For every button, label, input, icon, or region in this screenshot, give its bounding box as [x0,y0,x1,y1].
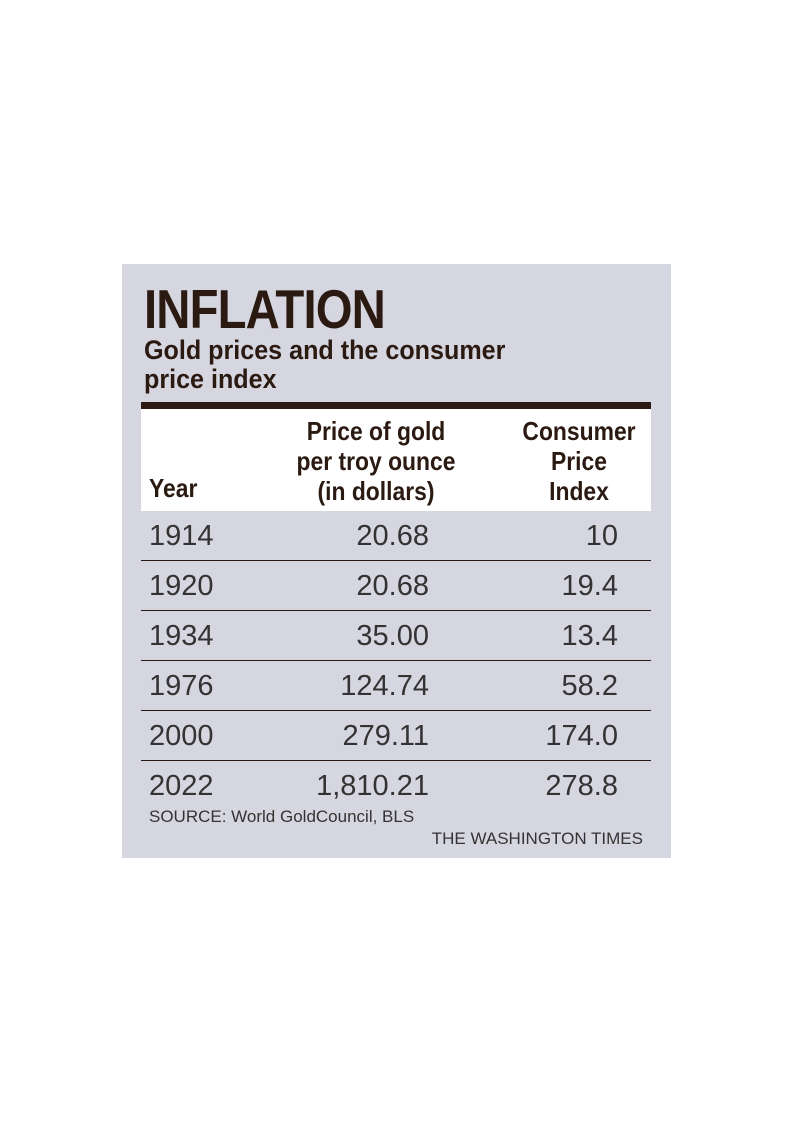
table-row: 1934 35.00 13.4 [141,611,651,661]
column-header-year: Year [149,473,198,503]
cpi-cell: 278.8 [545,770,618,802]
table-row: 1914 20.68 10 [141,511,651,561]
publisher-credit: THE WASHINGTON TIMES [431,829,643,848]
column-header-gold-price: Price of gold per troy ounce (in dollars… [296,416,456,506]
table-row: 2000 279.11 174.0 [141,711,651,761]
column-header-cpi: Consumer Price Index [522,416,636,506]
cpi-cell: 174.0 [545,720,618,752]
cpi-cell: 10 [585,520,618,552]
table-header: Year Price of gold per troy ounce (in do… [141,402,651,511]
infographic-card: INFLATION Gold prices and the consumer p… [122,264,671,858]
table-row: 2022 1,810.21 278.8 [141,761,651,811]
table-row: 1920 20.68 19.4 [141,561,651,611]
chart-title: INFLATION [144,278,386,340]
year-cell: 1976 [149,670,214,702]
cpi-cell: 13.4 [561,620,618,652]
gold-price-cell: 20.68 [356,570,429,602]
gold-price-cell: 35.00 [356,620,429,652]
gold-price-cell: 20.68 [356,520,429,552]
year-cell: 2000 [149,720,214,752]
year-cell: 1914 [149,520,214,552]
table-row: 1976 124.74 58.2 [141,661,651,711]
year-cell: 1920 [149,570,214,602]
gold-price-cell: 1,810.21 [316,770,429,802]
year-cell: 2022 [149,770,214,802]
year-cell: 1934 [149,620,214,652]
gold-price-cell: 124.74 [340,670,429,702]
cpi-cell: 58.2 [561,670,618,702]
gold-price-cell: 279.11 [342,720,429,752]
table-body: 1914 20.68 10 1920 20.68 19.4 1934 35.00… [141,511,651,811]
source-note: SOURCE: World GoldCouncil, BLS [149,807,415,826]
chart-subtitle: Gold prices and the consumer price index [144,335,506,394]
cpi-cell: 19.4 [561,570,618,602]
